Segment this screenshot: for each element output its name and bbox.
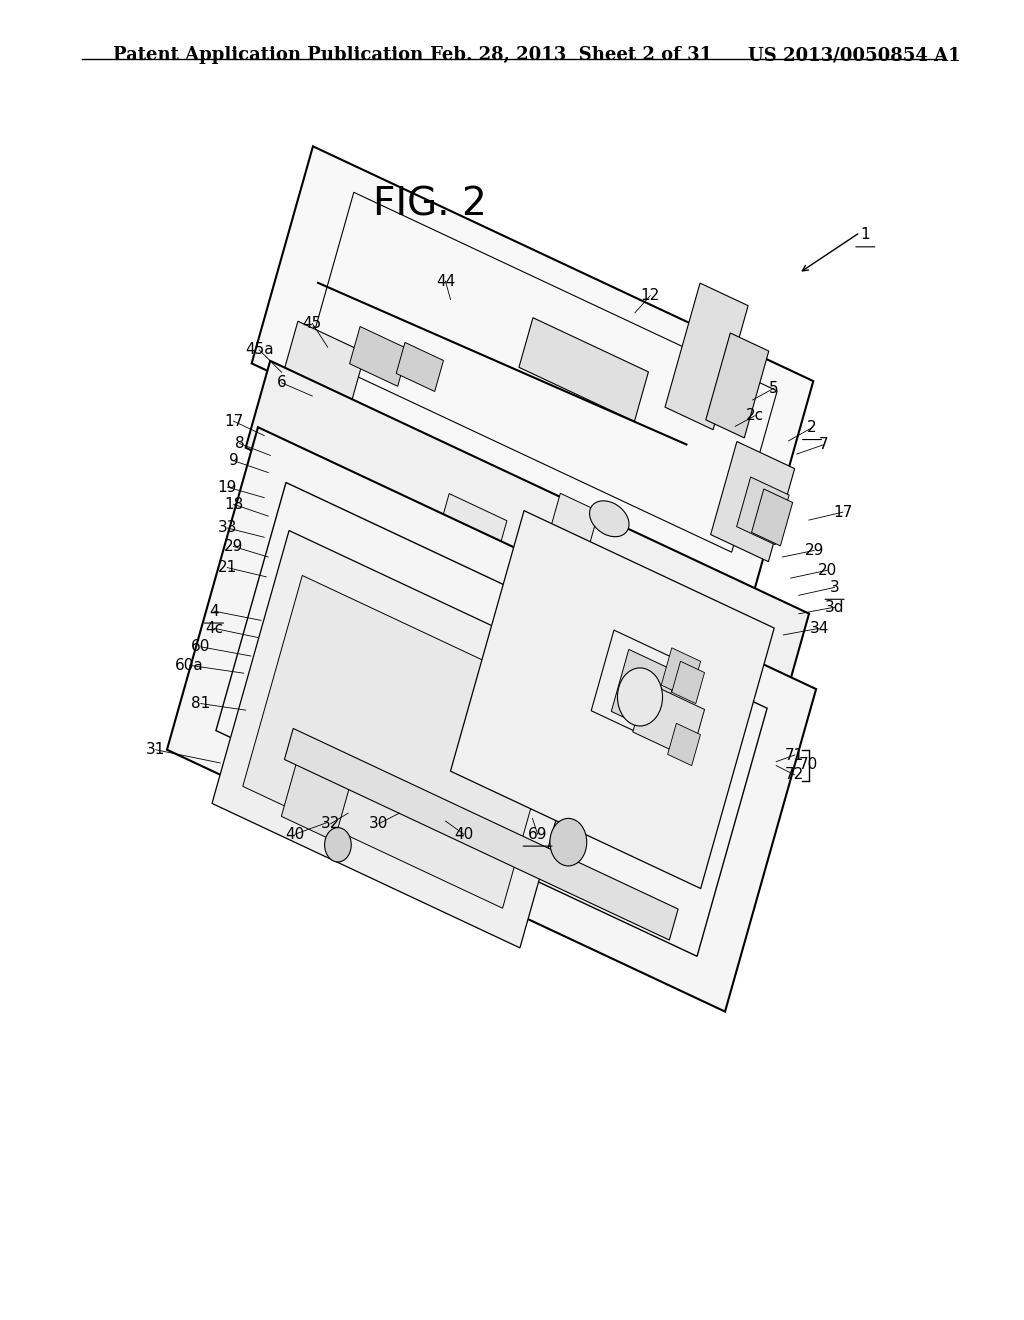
Text: 81: 81 [191,696,210,711]
Polygon shape [668,723,700,766]
Polygon shape [519,318,648,421]
Text: 30: 30 [370,816,388,832]
Text: 21: 21 [218,560,237,576]
Text: 20: 20 [818,562,837,578]
Polygon shape [167,428,816,1011]
Polygon shape [662,648,700,698]
Text: Patent Application Publication: Patent Application Publication [113,46,423,65]
Polygon shape [611,649,677,734]
Polygon shape [633,682,705,759]
Polygon shape [349,326,409,387]
Text: 72: 72 [785,767,804,783]
Text: 12: 12 [641,288,659,304]
Text: 2: 2 [807,420,817,436]
Circle shape [325,828,351,862]
Text: 70: 70 [799,756,817,772]
Polygon shape [548,494,599,554]
Text: 19: 19 [218,479,237,495]
Text: 29: 29 [805,543,823,558]
Polygon shape [736,477,790,545]
Polygon shape [451,511,774,888]
Text: 1: 1 [860,227,870,243]
Text: Feb. 28, 2013  Sheet 2 of 31: Feb. 28, 2013 Sheet 2 of 31 [430,46,713,65]
Text: 4: 4 [209,603,219,619]
Text: US 2013/0050854 A1: US 2013/0050854 A1 [748,46,961,65]
Text: 45a: 45a [245,342,273,358]
Text: 18: 18 [224,496,243,512]
Polygon shape [256,517,334,612]
Text: 3d: 3d [824,599,845,615]
Text: FIG. 2: FIG. 2 [373,186,487,223]
Polygon shape [282,748,353,841]
Text: 9: 9 [228,453,239,469]
Ellipse shape [590,500,629,537]
Polygon shape [672,661,705,704]
Polygon shape [752,488,793,546]
Text: 31: 31 [146,742,165,758]
Text: 71: 71 [785,747,804,763]
Polygon shape [711,442,795,561]
Text: 60a: 60a [175,657,204,673]
Text: 33: 33 [217,520,238,536]
Text: 3: 3 [829,579,840,595]
Polygon shape [665,282,749,430]
Text: 2c: 2c [745,408,764,424]
Text: 5: 5 [769,380,779,396]
Circle shape [550,818,587,866]
Polygon shape [243,576,562,908]
Text: 29: 29 [224,539,243,554]
Text: 17: 17 [224,413,243,429]
Polygon shape [285,729,678,940]
Polygon shape [212,531,597,948]
Circle shape [617,668,663,726]
Text: 8: 8 [234,436,245,451]
Text: 40: 40 [455,826,473,842]
Text: 32: 32 [322,816,340,832]
Text: 40: 40 [286,826,304,842]
Polygon shape [706,333,769,438]
Text: 44: 44 [436,273,455,289]
Text: 69: 69 [527,826,548,842]
Polygon shape [275,513,329,582]
Text: 7: 7 [818,437,828,453]
Polygon shape [246,360,809,701]
Text: 60: 60 [191,639,210,655]
Text: 6: 6 [276,375,287,391]
Polygon shape [435,494,507,570]
Text: 45: 45 [303,315,322,331]
Polygon shape [259,321,366,490]
Text: 4c: 4c [205,620,223,636]
Text: 34: 34 [810,620,828,636]
Polygon shape [396,342,443,392]
Polygon shape [252,147,813,598]
Text: 17: 17 [834,504,852,520]
